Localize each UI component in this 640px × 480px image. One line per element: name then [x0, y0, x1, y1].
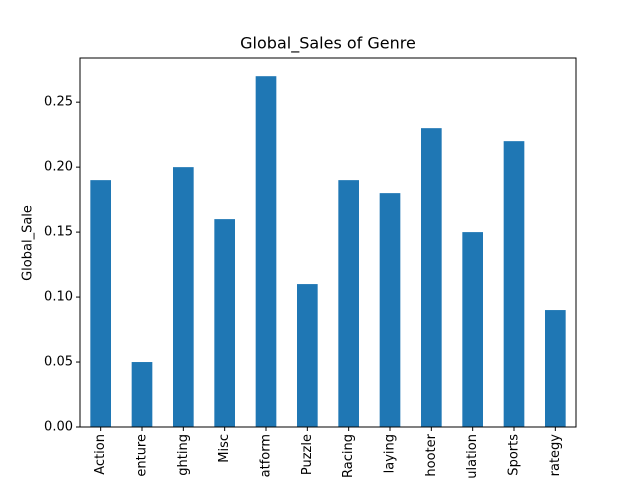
x-tick-label: rategy [548, 434, 563, 477]
bar [379, 193, 401, 427]
y-tick-label: 0.00 [44, 420, 73, 435]
bar [90, 180, 111, 427]
y-tick-label: 0.25 [44, 95, 73, 110]
x-tick-label: Racing [341, 434, 356, 478]
x-tick-label: enture [135, 434, 150, 477]
x-tick-label: Sports [507, 434, 522, 476]
y-tick-label: 0.10 [44, 290, 73, 305]
x-tick-label: laying [383, 434, 398, 473]
x-tick-label: Puzzle [300, 434, 315, 475]
bar [173, 167, 194, 427]
y-tick-label: 0.20 [44, 160, 73, 175]
x-tick-label: Action [93, 434, 108, 475]
x-tick-label: Misc [217, 434, 232, 463]
bar [214, 219, 235, 427]
y-tick-label: 0.15 [44, 225, 73, 240]
bar [462, 232, 483, 427]
bar [255, 76, 277, 428]
plot-frame [79, 57, 577, 428]
bar [421, 128, 442, 427]
x-tick-label: hooter [424, 433, 439, 476]
bar [131, 362, 153, 427]
x-tick-label: ulation [465, 434, 480, 479]
x-tick-label: atform [259, 434, 274, 477]
bar [297, 284, 318, 427]
bar [545, 310, 566, 427]
chart-title: Global_Sales of Genre [240, 34, 416, 54]
y-tick-label: 0.05 [44, 355, 73, 370]
y-axis-label: Global_Sale [21, 205, 36, 281]
x-tick-label: ghting [176, 434, 191, 476]
bar [338, 180, 359, 427]
bar [503, 141, 525, 428]
